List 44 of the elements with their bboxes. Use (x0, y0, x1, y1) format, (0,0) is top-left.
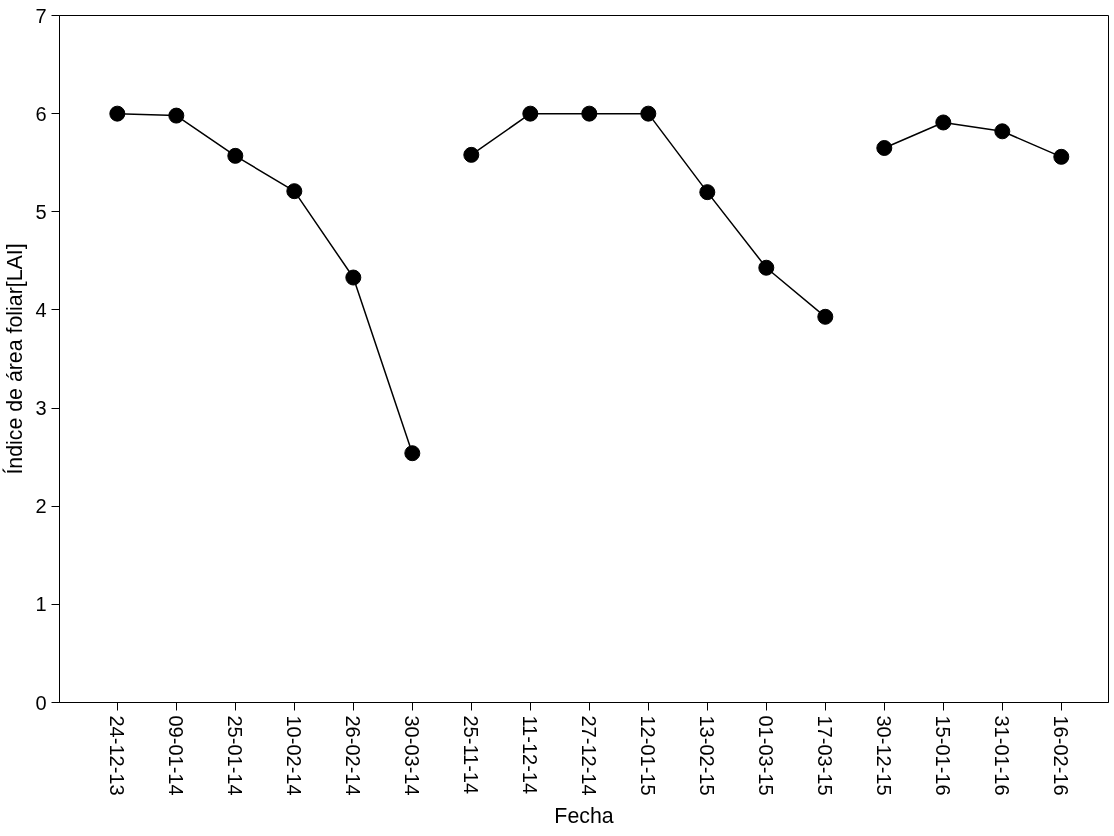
point (463, 146, 480, 163)
x-tick-label: 01-03-15 (755, 715, 778, 796)
x-tick-label: 10-02-14 (283, 715, 306, 796)
point (404, 445, 421, 462)
point (522, 105, 539, 122)
point (640, 105, 657, 122)
y-tick-label: 1 (35, 593, 47, 616)
y-tick-label: 4 (35, 298, 47, 321)
x-tick-label: 12-01-15 (637, 715, 660, 796)
x-tick-label: 09-01-14 (165, 715, 188, 796)
y-tick-label: 7 (35, 4, 47, 27)
x-tick-label: 15-01-16 (932, 715, 955, 796)
y-tick-label: 3 (35, 397, 47, 420)
x-tick-label: 16-02-16 (1050, 715, 1073, 796)
point (699, 184, 716, 201)
point (109, 105, 126, 122)
x-tick-label: 27-12-14 (578, 715, 601, 796)
point (345, 269, 362, 286)
point (286, 183, 303, 200)
y-tick-label: 6 (35, 102, 47, 125)
x-tick-label: 26-02-14 (342, 715, 365, 796)
x-tick-label: 31-01-16 (991, 715, 1014, 796)
x-tick-label: 11-12-14 (519, 715, 542, 795)
x-tick-label: 24-12-13 (106, 715, 129, 796)
x-tick-label: 17-03-15 (814, 715, 837, 796)
y-axis-title: Índice de área foliar[LAI] (2, 243, 28, 475)
point (994, 123, 1011, 140)
y-tick-label: 5 (35, 200, 47, 223)
x-tick-label: 13-02-15 (696, 715, 719, 796)
x-tick-label: 30-03-14 (401, 715, 424, 796)
x-tick-label: 30-12-15 (873, 715, 896, 796)
y-tick-label: 0 (35, 691, 47, 714)
x-tick-label: 25-11-14 (460, 715, 483, 795)
point (1053, 148, 1070, 165)
y-tick-label: 2 (35, 495, 47, 518)
point (758, 259, 775, 276)
point (876, 140, 893, 156)
x-axis-title: Fecha (554, 803, 614, 828)
point (581, 105, 598, 122)
point (935, 114, 952, 131)
point (168, 107, 185, 124)
x-tick-label: 25-01-14 (224, 715, 247, 796)
point (227, 147, 244, 164)
point (817, 308, 834, 325)
